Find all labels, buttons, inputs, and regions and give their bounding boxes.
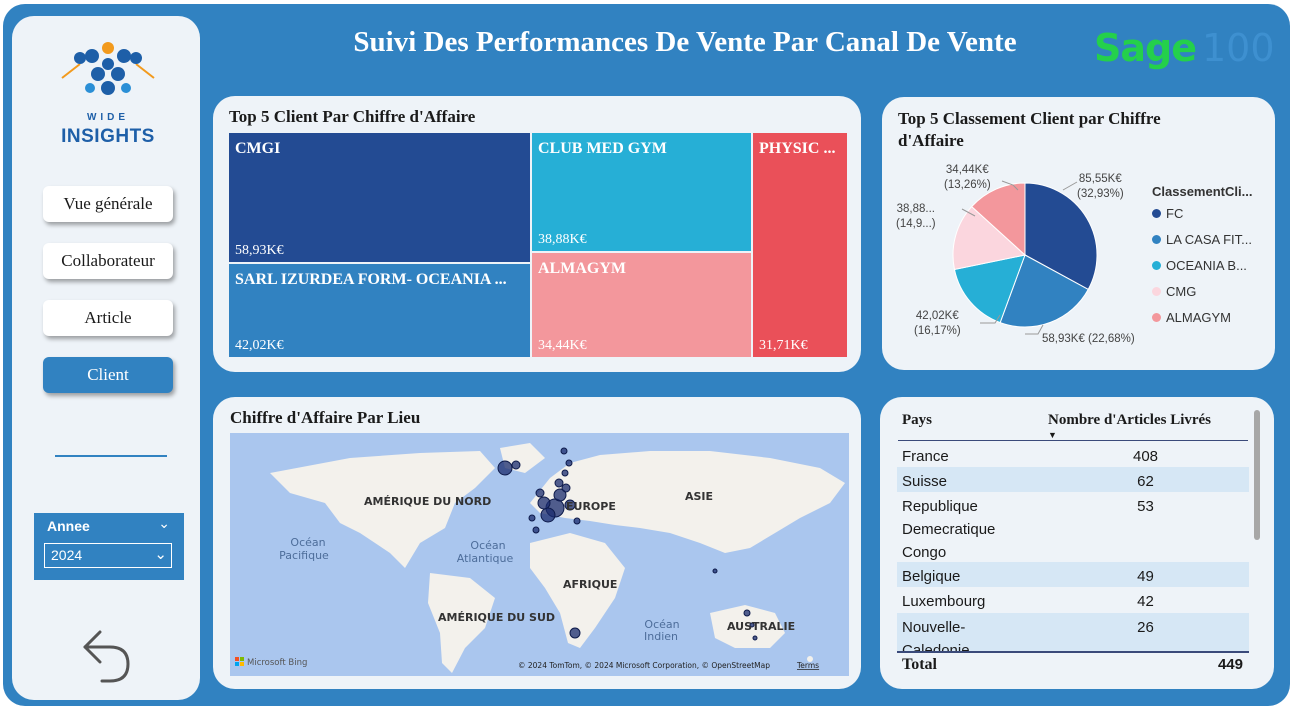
logo-text-top: WIDE	[86, 112, 130, 123]
table-total-value: 449	[1217, 656, 1243, 673]
pie-data-label: 38,88... (14,9...)	[896, 203, 936, 230]
pie-slice[interactable]	[971, 182, 1026, 257]
table-row[interactable]: Luxembourg 42	[902, 593, 1154, 610]
map-terms-link: Terms	[796, 661, 819, 670]
legend-dot-icon	[1152, 209, 1161, 218]
table-total-divider	[897, 651, 1249, 653]
map-title: Chiffre d'Affaire Par Lieu	[230, 408, 421, 427]
map-label: ASIE	[685, 490, 713, 503]
map-label: AMÉRIQUE DU NORD	[364, 495, 491, 508]
pie-data-label: 42,02K€ (16,17%)	[914, 310, 961, 337]
treemap-tile[interactable]: ALMAGYM 34,44K€	[532, 253, 751, 357]
pie-legend-item[interactable]: ALMAGYM	[1152, 310, 1231, 325]
table-row[interactable]: Suisse 62	[897, 467, 1249, 492]
treemap-tile[interactable]: PHYSIC ... 31,71K€	[753, 133, 847, 357]
treemap-tile[interactable]: CLUB MED GYM 38,88K€	[532, 133, 751, 251]
map-ocean-label: Océan	[470, 539, 505, 552]
map-label: AUSTRALIE	[727, 620, 795, 633]
treemap-tile-name: ALMAGYM	[538, 260, 626, 277]
pie-legend-item[interactable]: OCEANIA B...	[1152, 258, 1247, 273]
year-slicer-label: Annee	[47, 518, 90, 534]
map-ocean-label: Indien	[644, 630, 678, 643]
chevron-down-icon: ⌄	[154, 546, 167, 563]
treemap-tile-name: PHYSIC ...	[759, 140, 836, 157]
pie-title: Top 5 Classement Client par Chiffre d'Af…	[898, 109, 1161, 150]
pie-chart	[952, 182, 1098, 328]
map-ocean-label: Océan	[290, 536, 325, 549]
pie-slice[interactable]	[953, 254, 1026, 324]
map-ocean-label: Pacifique	[279, 549, 329, 562]
logo-mark-icon	[61, 42, 155, 95]
treemap-tile-name: CLUB MED GYM	[538, 140, 667, 157]
chevron-down-icon[interactable]: ⌄	[158, 515, 170, 531]
map-provider: Microsoft Bing	[247, 658, 307, 668]
treemap-tile-name: CMGI	[235, 140, 281, 157]
sidebar: WIDE INSIGHTS Vue générale Collaborateur…	[12, 16, 200, 700]
pie-leader-lines	[961, 180, 1078, 335]
treemap-tile-value: 34,44K€	[538, 338, 587, 353]
treemap-tile-value: 42,02K€	[235, 338, 284, 353]
table-row[interactable]: Nouvelle-Caledonie 26	[897, 613, 1249, 651]
treemap-tile-name: SARL IZURDEA FORM- OCEANIA ...	[235, 271, 507, 288]
map-label: AFRIQUE	[563, 578, 617, 591]
map-copyright: © 2024 TomTom, © 2024 Microsoft Corporat…	[518, 661, 770, 670]
table-total-label: Total	[902, 656, 937, 673]
pie-slice[interactable]	[952, 205, 1027, 271]
map-ocean-label: Atlantique	[457, 552, 514, 565]
pie-legend-item[interactable]: LA CASA FIT...	[1152, 232, 1252, 247]
treemap-tile-value: 31,71K€	[759, 338, 808, 353]
sage-logo-number: 100	[1201, 26, 1275, 70]
year-dropdown-value: 2024	[51, 547, 83, 563]
page-title: Suivi Des Performances De Vente Par Cana…	[353, 26, 1017, 58]
treemap-tile[interactable]: CMGI 58,93K€	[229, 133, 530, 262]
sage-logo-word: Sage	[1094, 26, 1197, 70]
nav-client-button[interactable]: Client	[43, 357, 173, 393]
nav-vue-generale-button[interactable]: Vue générale	[43, 186, 173, 222]
year-slicer: Annee ⌄ 2024 ⌄	[34, 513, 184, 580]
treemap-tile[interactable]: SARL IZURDEA FORM- OCEANIA ... 42,02K€	[229, 264, 530, 357]
map-ocean-label: Océan	[644, 618, 679, 631]
pie-legend-item[interactable]: CMG	[1152, 284, 1196, 299]
pie-legend-item[interactable]: FC	[1152, 206, 1183, 221]
treemap-tile-value: 58,93K€	[235, 243, 284, 258]
nav-article-button[interactable]: Article	[43, 300, 173, 336]
map-label: AMÉRIQUE DU SUD	[438, 611, 555, 624]
sort-desc-icon[interactable]: ▼	[1048, 430, 1057, 440]
legend-dot-icon	[1152, 261, 1161, 270]
table-row[interactable]: Belgique 49	[897, 562, 1249, 587]
pie-slice[interactable]	[999, 254, 1089, 328]
table-scrollbar[interactable]	[1254, 410, 1260, 540]
table-row[interactable]: Republique Demecratique Congo 53	[902, 498, 1154, 561]
table-header-count[interactable]: Nombre d'Articles Livrés	[1048, 412, 1212, 428]
year-dropdown[interactable]: 2024 ⌄	[44, 543, 172, 568]
pie-slice[interactable]	[1024, 182, 1098, 291]
map-label: EUROPE	[566, 500, 616, 513]
pie-legend-title: ClassementCli...	[1152, 184, 1253, 199]
sage-logo: Sage 100	[1094, 24, 1275, 72]
table-header-underline	[898, 440, 1248, 441]
back-arrow-icon[interactable]	[80, 628, 134, 684]
nav-collaborateur-button[interactable]: Collaborateur	[43, 243, 173, 279]
table-header-pays[interactable]: Pays	[902, 412, 932, 428]
legend-dot-icon	[1152, 235, 1161, 244]
table-row[interactable]: France 408	[902, 448, 1159, 465]
company-logo: WIDE INSIGHTS	[50, 30, 166, 150]
legend-dot-icon	[1152, 313, 1161, 322]
pie-data-label: 85,55K€ (32,93%)	[1077, 173, 1124, 200]
logo-text-bottom: INSIGHTS	[61, 126, 155, 147]
pie-data-label: 58,93K€ (22,68%)	[1042, 333, 1135, 345]
sidebar-divider	[55, 455, 167, 457]
legend-dot-icon	[1152, 287, 1161, 296]
treemap-tile-value: 38,88K€	[538, 232, 587, 247]
pie-data-label: 34,44K€ (13,26%)	[944, 164, 991, 191]
treemap-title: Top 5 Client Par Chiffre d'Affaire	[229, 107, 476, 126]
world-map[interactable]: AMÉRIQUE DU NORD EUROPE ASIE AFRIQUE AMÉ…	[230, 433, 849, 676]
